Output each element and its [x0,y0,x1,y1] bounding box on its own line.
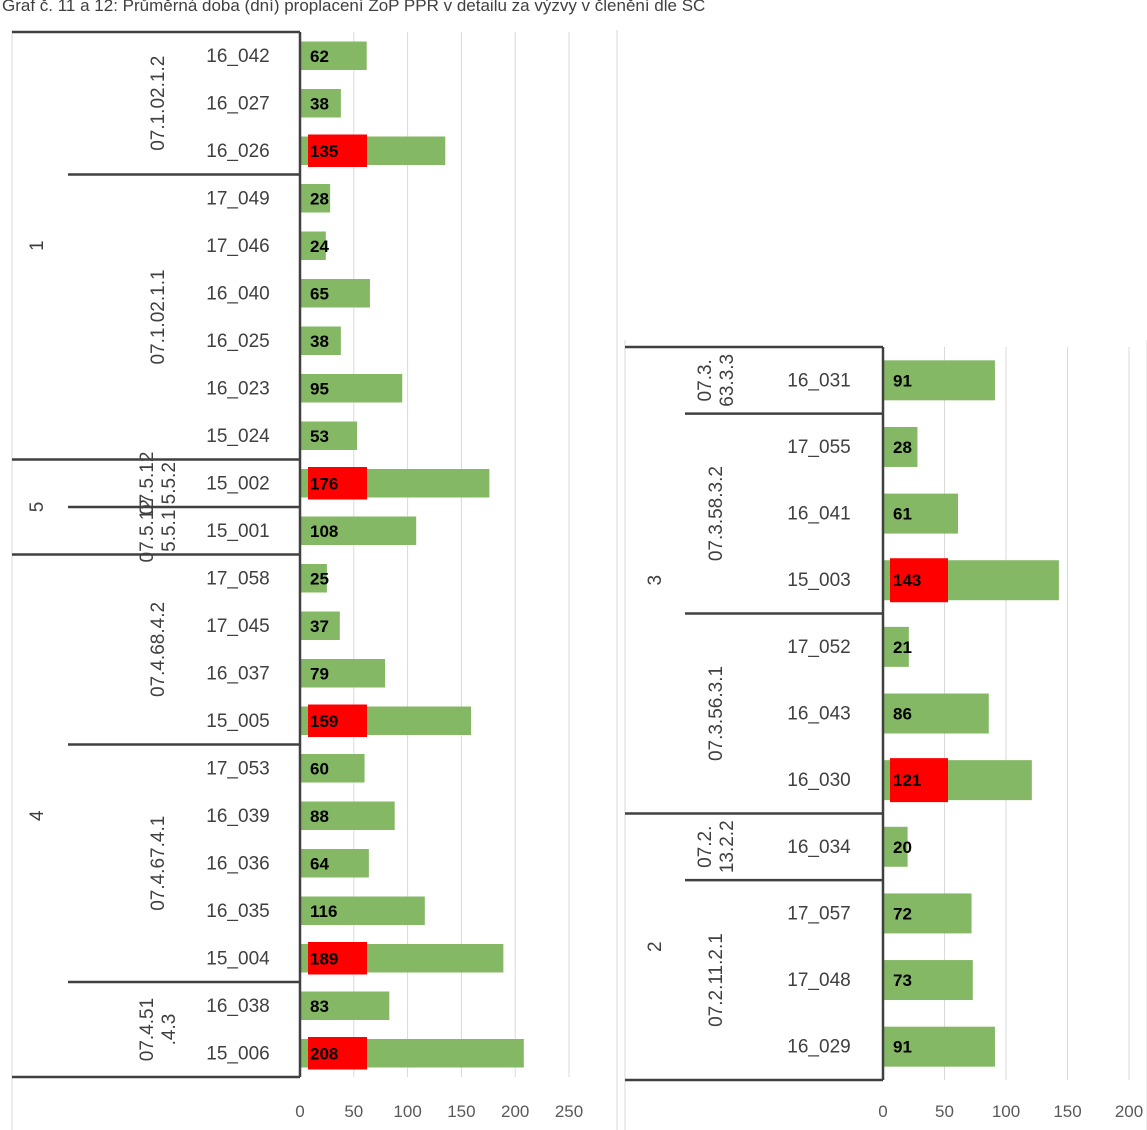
subgroup-label-text: 07.1.02.1.1 [148,269,169,364]
category-label: 16_027 [206,93,269,114]
bar-15_001 [300,516,417,545]
bar-15_024 [300,421,358,450]
subgroup-label: 07.5.12 5.5.2 [137,452,180,515]
value-highlight [308,704,367,737]
group-label: 4 [27,810,48,821]
value-label: 176 [310,474,338,493]
value-label: 189 [310,949,338,968]
subgroup-label: 07.4.67.4.1 [148,816,169,911]
value-label: 65 [310,284,329,303]
subgroup-label: 07.1.02.1.2 [148,56,169,151]
value-label: 135 [310,142,338,161]
value-label: 79 [310,664,329,683]
subgroup-label: 07.4.68.4.2 [148,602,169,697]
group-label-text: 4 [27,810,48,821]
subgroup-label-text: 07.5.12 [137,499,158,562]
chart-caption: Graf č. 11 a 12: Průměrná doba (dní) pro… [2,0,706,15]
value-label: 25 [310,569,329,588]
value-label: 208 [310,1044,338,1063]
value-highlight [308,942,367,975]
value-label: 83 [310,997,329,1016]
subgroup-label-text: .4.3 [159,1014,180,1046]
category-label: 16_026 [206,141,269,162]
x-tick-label: 200 [501,1102,529,1121]
value-label: 37 [310,617,329,636]
value-label: 116 [310,902,337,921]
value-label: 64 [310,854,329,873]
group-label-text: 1 [27,240,48,251]
bar-17_045 [300,611,340,640]
value-highlight [308,467,367,500]
bar-16_039 [300,801,395,830]
bar-16_038 [300,991,390,1020]
x-tick-label: 250 [555,1102,583,1121]
subgroup-label-text: 07.1.02.1.2 [148,56,169,151]
value-label: 53 [310,427,329,446]
category-label: 15_001 [206,521,269,542]
bar-16_035 [300,896,425,925]
value-highlight [308,1037,367,1070]
bar-16_042 [300,41,367,70]
x-tick-label: 50 [344,1102,363,1121]
bar-16_040 [300,279,370,308]
subgroup-label-text: 07.4.67.4.1 [148,816,169,911]
bar-16_036 [300,849,369,878]
value-label: 108 [310,522,338,541]
category-label: 17_058 [206,568,269,589]
x-tick-label: 150 [447,1102,475,1121]
bar-16_023 [300,374,403,403]
category-label: 15_006 [206,1043,269,1064]
value-label: 24 [310,237,329,256]
category-label: 15_002 [206,473,269,494]
value-label: 88 [310,807,329,826]
category-label: 17_046 [206,236,269,257]
category-label: 16_042 [206,46,269,67]
x-tick-label: 100 [393,1102,421,1121]
value-label: 38 [310,94,329,113]
value-label: 95 [310,379,329,398]
subgroup-label: 07.4.51.4.3 [137,998,180,1061]
subgroup-label-text: 5.5.2 [159,462,180,504]
category-label: 16_036 [206,853,269,874]
value-label: 60 [310,759,329,778]
bar-17_049 [300,184,331,213]
bar-17_058 [300,564,327,593]
category-label: 17_045 [206,616,269,637]
bar-17_053 [300,754,365,783]
value-label: 62 [310,47,329,66]
x-tick-label: 0 [295,1102,304,1121]
category-label: 15_005 [206,711,269,732]
category-label: 17_053 [206,758,269,779]
category-label: 16_038 [206,996,269,1017]
bar-16_027 [300,89,341,118]
category-label: 16_035 [206,901,269,922]
subgroup-label-text: 5.5.1 [159,510,180,552]
bar-17_046 [300,231,326,260]
subgroup-label: 07.5.12 5.5.1 [137,499,180,562]
category-label: 17_049 [206,188,269,209]
subgroup-label-text: 07.4.51 [137,998,158,1061]
category-label: 16_040 [206,283,269,304]
category-label: 15_024 [206,426,270,447]
category-label: 16_023 [206,378,269,399]
category-label: 16_037 [206,663,269,684]
subgroup-label-text: 07.4.68.4.2 [148,602,169,697]
group-label: 5 [27,502,48,513]
category-label: 15_004 [206,948,270,969]
value-highlight [308,134,367,167]
subgroup-label: 07.1.02.1.1 [148,269,169,364]
value-label: 28 [310,189,329,208]
value-label: 159 [310,712,338,731]
subgroup-label-text: 07.5.12 [137,452,158,515]
category-label: 16_039 [206,806,269,827]
group-label: 1 [27,240,48,251]
bar-16_037 [300,659,386,688]
category-label: 16_025 [206,331,269,352]
group-label-text: 5 [27,502,48,513]
value-label: 38 [310,332,329,351]
bar-16_025 [300,326,341,355]
